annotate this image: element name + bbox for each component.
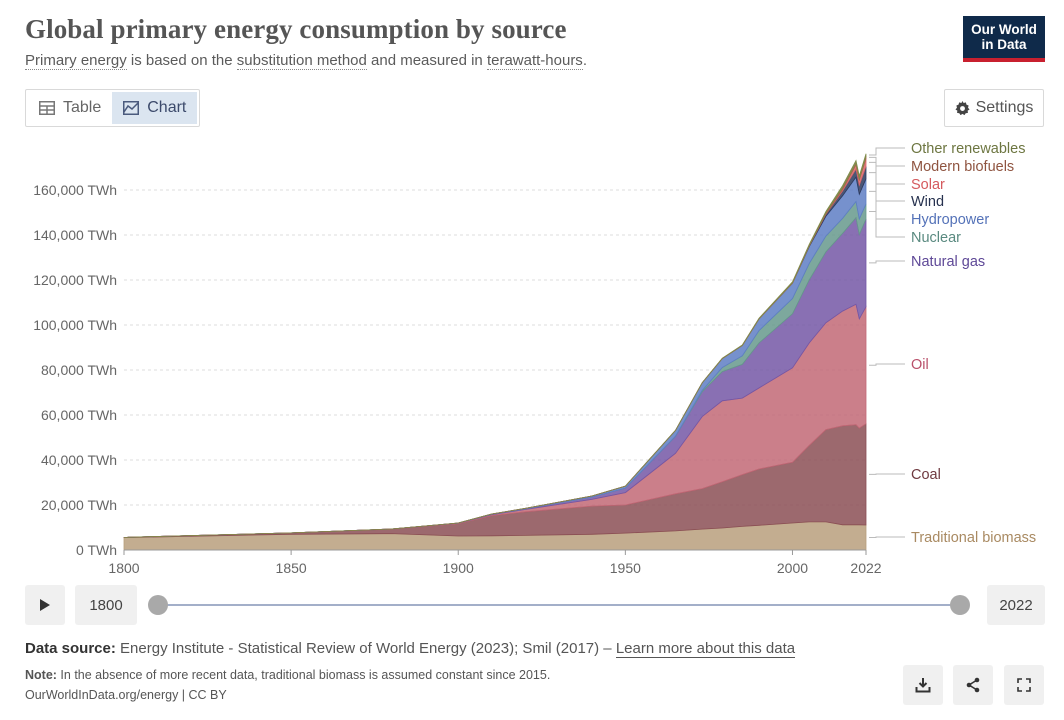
subtitle-text-2: and measured in [366, 52, 487, 69]
legend-label-wind: Wind [911, 194, 944, 210]
subtitle-period: . [582, 52, 587, 69]
learn-more-link[interactable]: Learn more about this data [615, 640, 796, 658]
area-other-renewables [123, 153, 867, 538]
x-tick-label: 1800 [108, 560, 139, 576]
y-tick-label: 60,000 TWh [41, 407, 117, 423]
play-button[interactable] [25, 585, 65, 625]
view-tabs: Table Chart [25, 89, 201, 127]
download-icon [915, 678, 931, 693]
y-tick-label: 160,000 TWh [33, 182, 117, 198]
tab-chart[interactable]: Chart [112, 92, 198, 124]
legend-connector [869, 161, 905, 185]
primary-energy-link[interactable]: Primary energy [25, 52, 127, 70]
tab-table-label: Table [63, 99, 102, 116]
y-tick-label: 120,000 TWh [33, 272, 117, 288]
x-tick-label: 2000 [777, 560, 808, 576]
legend-label-oil: Oil [911, 357, 929, 373]
legend-label-natural-gas: Natural gas [911, 254, 985, 270]
y-tick-label: 100,000 TWh [33, 317, 117, 333]
legend-connector [869, 147, 905, 156]
timeline-track[interactable] [158, 604, 960, 606]
tab-chart-label: Chart [147, 99, 187, 116]
logo-line-2: in Data [981, 37, 1027, 52]
legend-label-coal: Coal [911, 467, 941, 483]
source-text: Energy Institute - Statistical Review of… [115, 640, 616, 657]
fullscreen-button[interactable] [1004, 665, 1044, 705]
legend-connector [869, 536, 905, 538]
expand-icon [1017, 678, 1031, 692]
end-year-box[interactable]: 2022 [987, 585, 1045, 625]
data-source: Data source: Energy Institute - Statisti… [25, 640, 796, 658]
legend-label-nuclear: Nuclear [911, 230, 961, 246]
y-tick-label: 140,000 TWh [33, 227, 117, 243]
note-text: In the absence of more recent data, trad… [56, 668, 551, 682]
x-tick-label: 2022 [850, 560, 881, 576]
chart-note: Note: In the absence of more recent data… [25, 668, 550, 682]
tab-table[interactable]: Table [28, 92, 112, 124]
settings-label: Settings [975, 99, 1034, 116]
legend-label-modern-biofuels: Modern biofuels [911, 159, 1014, 175]
legend-connector [869, 211, 905, 238]
legend-label-traditional-biomass: Traditional biomass [911, 530, 1036, 546]
gear-icon [955, 100, 970, 115]
source-label: Data source: [25, 640, 116, 657]
legend-connector [869, 363, 905, 366]
logo-line-1: Our World [971, 22, 1037, 37]
share-icon [966, 677, 980, 693]
legend-connector [869, 190, 905, 220]
start-handle[interactable] [148, 595, 168, 615]
y-tick-label: 0 TWh [76, 542, 117, 558]
x-tick-label: 1850 [276, 560, 307, 576]
substitution-method-link[interactable]: substitution method [236, 52, 367, 70]
y-tick-label: 40,000 TWh [41, 452, 117, 468]
table-icon [39, 101, 55, 115]
end-handle[interactable] [950, 595, 970, 615]
play-icon [40, 599, 50, 611]
legend-connector [869, 156, 905, 167]
share-button[interactable] [953, 665, 993, 705]
chart-subtitle: Primary energy is based on the substitut… [25, 52, 587, 70]
note-label: Note: [25, 668, 57, 682]
terawatt-hours-link[interactable]: terawatt-hours [486, 52, 583, 70]
legend-label-other-renewables: Other renewables [911, 141, 1025, 157]
subtitle-text-1: is based on the [126, 52, 237, 69]
settings-button[interactable]: Settings [944, 89, 1044, 127]
y-tick-label: 20,000 TWh [41, 497, 117, 513]
owid-logo[interactable]: Our World in Data [963, 16, 1045, 62]
chart-title: Global primary energy consumption by sou… [25, 14, 567, 44]
credit-line[interactable]: OurWorldInData.org/energy | CC BY [25, 688, 227, 702]
legend-label-hydropower: Hydropower [911, 212, 989, 228]
legend-connector [869, 172, 905, 202]
x-tick-label: 1950 [610, 560, 641, 576]
legend-label-solar: Solar [911, 177, 945, 193]
download-button[interactable] [903, 665, 943, 705]
chart-icon [123, 101, 140, 115]
x-tick-label: 1900 [443, 560, 474, 576]
legend-connector [869, 260, 905, 264]
y-tick-label: 80,000 TWh [41, 362, 117, 378]
start-year-box[interactable]: 1800 [75, 585, 137, 625]
stacked-area-chart: 0 TWh 20,000 TWh 40,000 TWh 60,000 TWh 80,00… [33, 141, 1036, 576]
